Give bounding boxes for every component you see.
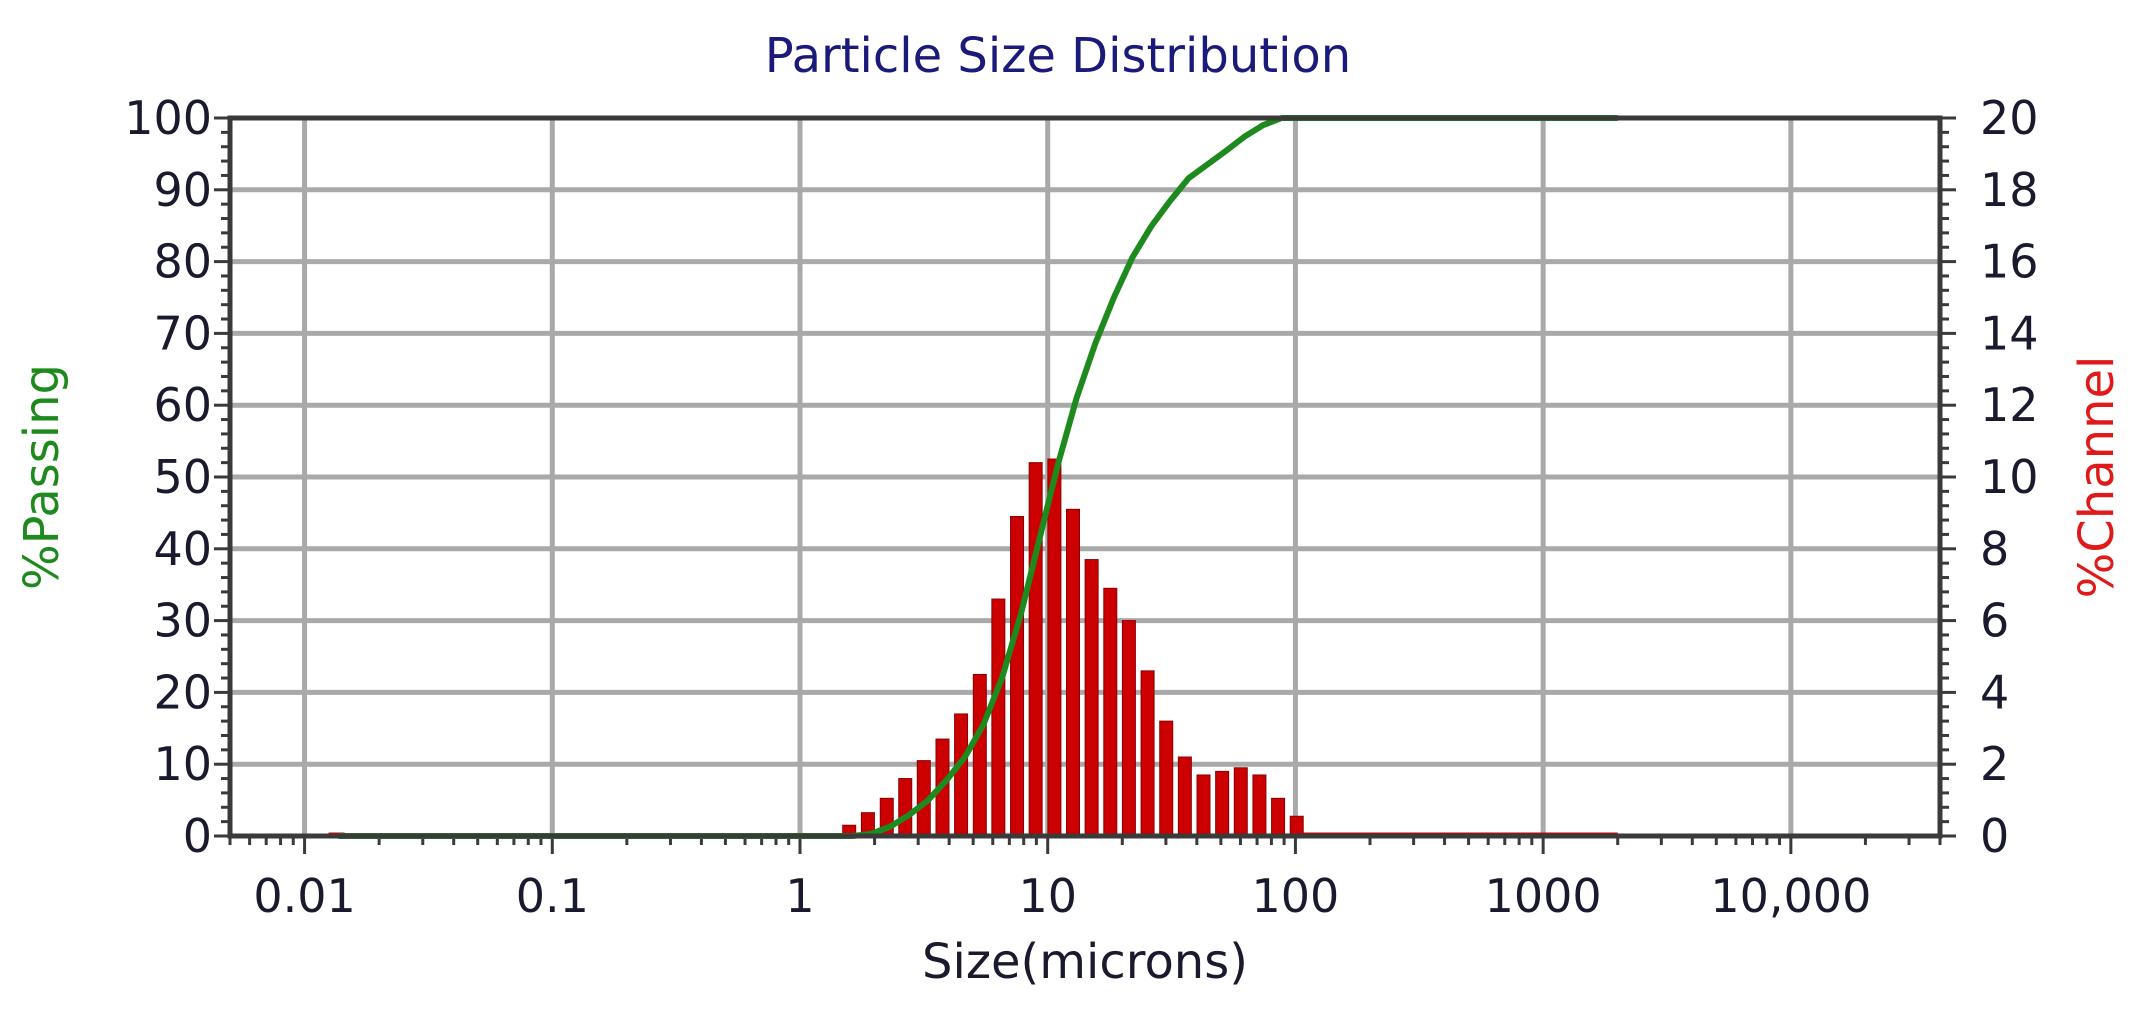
channel-bar (1252, 774, 1267, 837)
channel-bar (972, 673, 987, 837)
y-right-tick-label: 6 (1980, 594, 2009, 648)
y-right-tick-label: 4 (1980, 665, 2009, 719)
y-right-tick-label: 18 (1980, 163, 2039, 217)
channel-bar (1010, 515, 1025, 837)
y-right-tick-label: 8 (1980, 522, 2009, 576)
y-left-tick-label: 40 (153, 522, 212, 576)
x-tick-label: 1000 (1485, 869, 1602, 923)
channel-bar (1159, 720, 1174, 837)
plot-frame (227, 115, 1943, 839)
y-left-tick-label: 20 (153, 665, 212, 719)
y-right-tick-label: 14 (1980, 306, 2039, 360)
passing-line-group (338, 115, 1618, 839)
x-tick-label: 1 (785, 869, 814, 923)
channel-bar (1140, 670, 1155, 837)
channel-bar (1084, 559, 1099, 837)
x-tick-label: 0.1 (516, 869, 589, 923)
tick-labels: 0.01 0.1 1 10 100 1000 10,00001020304050607080… (124, 91, 2038, 923)
y-right-tick-label: 20 (1980, 91, 2039, 145)
y-right-tick-label: 12 (1980, 378, 2039, 432)
channel-bar (1028, 462, 1043, 837)
y-right-tick-label: 0 (1980, 809, 2009, 863)
channel-bar (1103, 587, 1118, 837)
passing-line (338, 115, 1618, 839)
x-tick-label: 10 (1018, 869, 1077, 923)
chart-title: Particle Size Distribution (765, 28, 1351, 84)
channel-bar (954, 713, 969, 837)
channel-bar (1233, 767, 1248, 837)
channel-bar (1271, 797, 1286, 837)
y-left-tick-label: 60 (153, 378, 212, 432)
x-tick-label: 100 (1252, 869, 1340, 923)
y-left-tick-label: 50 (153, 450, 212, 504)
x-axis-label: Size(microns) (922, 934, 1248, 990)
y-left-tick-label: 30 (153, 594, 212, 648)
y-right-tick-label: 2 (1980, 737, 2009, 791)
x-tick-label: 0.01 (253, 869, 355, 923)
y-left-tick-label: 80 (153, 235, 212, 289)
channel-bar (1177, 756, 1192, 837)
y-axis-label-left: %Passing (14, 364, 70, 590)
y-right-tick-label: 10 (1980, 450, 2039, 504)
y-axis-label-right: %Channel (2069, 356, 2125, 599)
y-left-tick-label: 10 (153, 737, 212, 791)
channel-bars (328, 458, 1618, 838)
channel-bar (1215, 770, 1230, 837)
channel-bar (991, 598, 1006, 837)
y-left-tick-label: 70 (153, 306, 212, 360)
channel-bar (898, 778, 913, 837)
y-left-tick-label: 0 (183, 809, 212, 863)
y-left-tick-label: 90 (153, 163, 212, 217)
y-left-tick-label: 100 (124, 91, 212, 145)
channel-bar (1196, 774, 1211, 837)
channel-bar (1121, 620, 1136, 837)
channel-bar (1066, 508, 1081, 837)
channel-bar (1047, 458, 1062, 837)
x-tick-label: 10,000 (1710, 869, 1871, 923)
y-right-tick-label: 16 (1980, 235, 2039, 289)
